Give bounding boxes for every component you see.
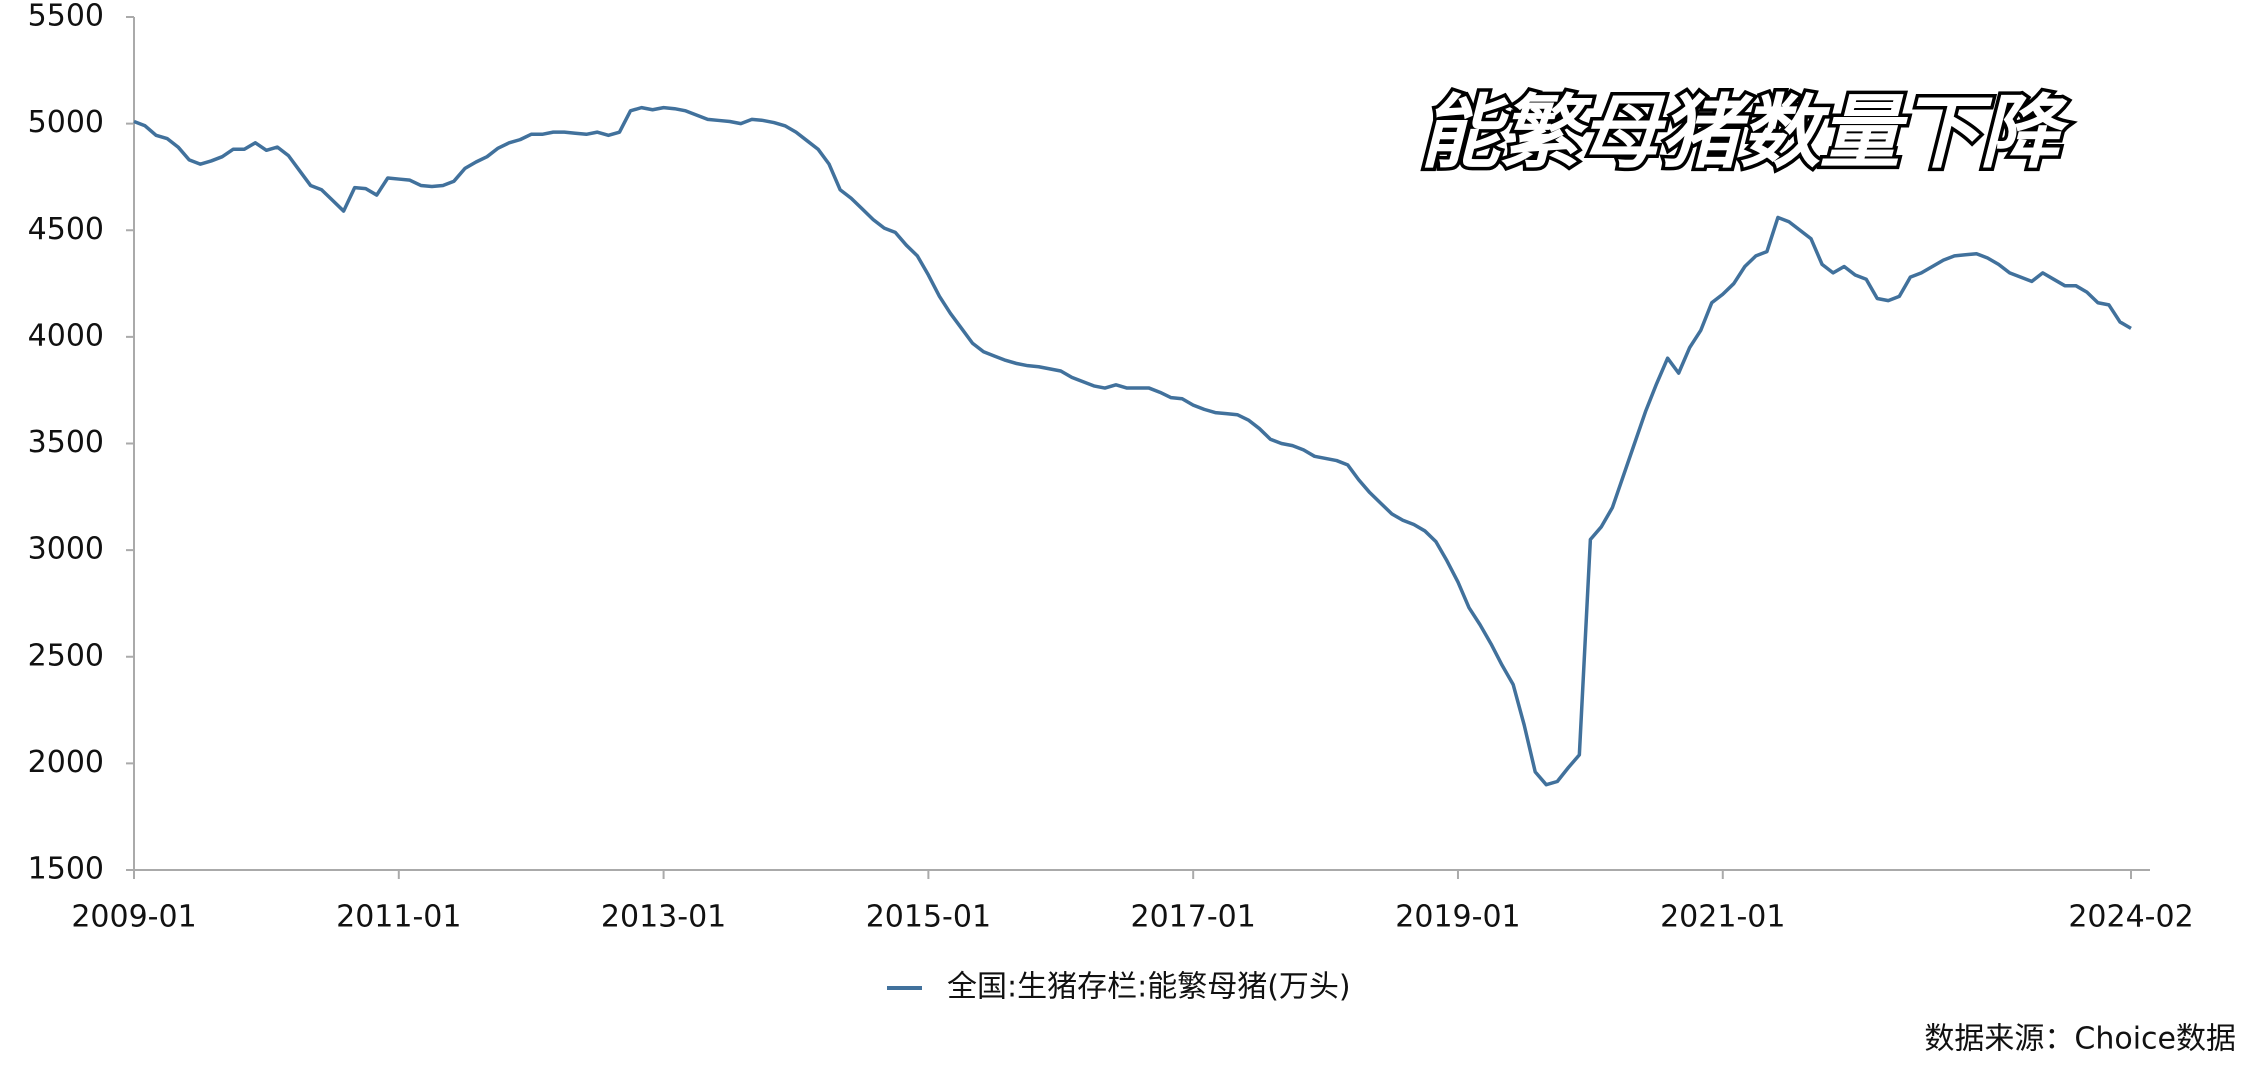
y-tick-label: 5000 bbox=[28, 105, 104, 140]
x-tick-label: 2021-01 bbox=[1660, 900, 1785, 935]
y-tick-label: 3000 bbox=[28, 532, 104, 567]
x-tick-label: 2024-02 bbox=[2068, 900, 2193, 935]
x-tick-label: 2011-01 bbox=[336, 900, 461, 935]
x-tick-label: 2019-01 bbox=[1395, 900, 1520, 935]
x-tick-label: 2009-01 bbox=[71, 900, 196, 935]
annotation: 能繁母猪数量下降 bbox=[1420, 86, 2070, 179]
x-tick-label: 2015-01 bbox=[866, 900, 991, 935]
series-line bbox=[133, 105, 2132, 787]
source: 数据来源：Choice数据 bbox=[1924, 1022, 2236, 1057]
y-tick-label: 4000 bbox=[28, 318, 104, 353]
x-tick-label: 2013-01 bbox=[601, 900, 726, 935]
y-tick-label: 2000 bbox=[28, 745, 104, 780]
y-tick-label: 2500 bbox=[28, 638, 104, 673]
x-tick-label: 2017-01 bbox=[1131, 900, 1256, 935]
y-tick-label: 5500 bbox=[28, 0, 104, 34]
y-tick-label: 3500 bbox=[28, 425, 104, 460]
y-tick-label: 1500 bbox=[28, 852, 104, 887]
legend-label: 全国:生猪存栏:能繁母猪(万头) bbox=[947, 970, 1351, 1005]
y-tick-label: 4500 bbox=[28, 212, 104, 247]
